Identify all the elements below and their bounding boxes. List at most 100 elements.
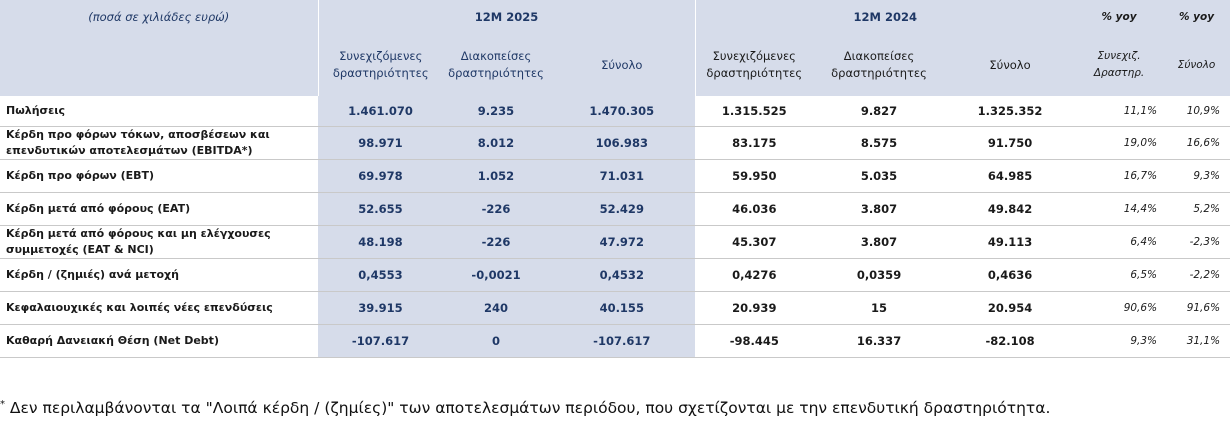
subheader-yoy-continuing: Συνεχιζ. Δραστηρ. (1075, 34, 1164, 96)
value-total-2024: 1.325.352 (945, 96, 1076, 127)
value-total-2025: -107.617 (549, 324, 696, 358)
value-total-2024: 0,4636 (945, 258, 1076, 292)
value-continuing-2025: 1.461.070 (318, 96, 443, 127)
value-continuing-2025: 48.198 (318, 225, 443, 259)
yoy-continuing: 11,1% (1075, 96, 1164, 127)
yoy-continuing: 9,3% (1075, 324, 1164, 358)
value-discontinued-2024: 15 (813, 291, 946, 325)
subheader-discontinued-2024: Διακοπείσες δραστηριότητες (813, 34, 946, 96)
footnote-text: Δεν περιλαμβάνονται τα "Λοιπά κέρδη / (ζ… (5, 399, 1051, 417)
yoy-continuing: 16,7% (1075, 159, 1164, 193)
yoy-continuing: 6,4% (1075, 225, 1164, 259)
yoy-total: -2,2% (1163, 258, 1230, 292)
value-discontinued-2024: 3.807 (813, 225, 946, 259)
period-2024-header: 12M 2024 (695, 0, 1076, 34)
yoy-total: 10,9% (1163, 96, 1230, 127)
yoy-total: 9,3% (1163, 159, 1230, 193)
value-continuing-2025: 69.978 (318, 159, 443, 193)
value-discontinued-2025: -226 (443, 192, 549, 226)
yoy-header-1: % yoy (1075, 0, 1164, 34)
value-continuing-2024: 1.315.525 (695, 96, 814, 127)
value-continuing-2025: 0,4553 (318, 258, 443, 292)
value-total-2025: 52.429 (549, 192, 696, 226)
yoy-header-2: % yoy (1163, 0, 1230, 34)
header-row-periods: (ποσά σε χιλιάδες ευρώ) 12M 2025 12M 202… (0, 0, 1230, 34)
table-row: Πωλήσεις 1.461.070 9.235 1.470.305 1.315… (0, 96, 1230, 127)
value-continuing-2025: 39.915 (318, 291, 443, 325)
row-label: Κέρδη μετά από φόρους (EAT) (0, 192, 318, 226)
footnote: * Δεν περιλαμβάνονται τα "Λοιπά κέρδη / … (0, 399, 1230, 417)
row-label: Κέρδη / (ζημιές) ανά μετοχή (0, 258, 318, 292)
table-row: Κεφαλαιουχικές και λοιπές νέες επενδύσει… (0, 291, 1230, 325)
value-total-2024: 64.985 (945, 159, 1076, 193)
value-continuing-2024: 0,4276 (695, 258, 814, 292)
yoy-total: -2,3% (1163, 225, 1230, 259)
value-discontinued-2024: 3.807 (813, 192, 946, 226)
value-total-2024: 91.750 (945, 126, 1076, 160)
value-continuing-2024: 46.036 (695, 192, 814, 226)
table-row: Κέρδη μετά από φόρους και μη ελέγχουσες … (0, 225, 1230, 259)
value-discontinued-2025: 9.235 (443, 96, 549, 127)
subheader-yoy-total: Σύνολο (1163, 34, 1230, 96)
value-continuing-2024: 45.307 (695, 225, 814, 259)
subheader-continuing-2024: Συνεχιζόμενες δραστηριότητες (695, 34, 814, 96)
value-discontinued-2025: 0 (443, 324, 549, 358)
table-row: Καθαρή Δανειακή Θέση (Net Debt) -107.617… (0, 324, 1230, 358)
value-total-2025: 71.031 (549, 159, 696, 193)
row-label: Κεφαλαιουχικές και λοιπές νέες επενδύσει… (0, 291, 318, 325)
subheader-total-2025: Σύνολο (549, 34, 696, 96)
value-total-2025: 40.155 (549, 291, 696, 325)
value-continuing-2024: -98.445 (695, 324, 814, 358)
yoy-continuing: 6,5% (1075, 258, 1164, 292)
value-continuing-2025: 52.655 (318, 192, 443, 226)
table-row: Κέρδη μετά από φόρους (EAT) 52.655 -226 … (0, 192, 1230, 226)
row-label: Πωλήσεις (0, 96, 318, 127)
row-label: Κέρδη προ φόρων (EBT) (0, 159, 318, 193)
value-total-2025: 1.470.305 (549, 96, 696, 127)
yoy-continuing: 14,4% (1075, 192, 1164, 226)
value-total-2025: 47.972 (549, 225, 696, 259)
row-label: Καθαρή Δανειακή Θέση (Net Debt) (0, 324, 318, 358)
label-column-header (0, 34, 319, 96)
value-discontinued-2025: -0,0021 (443, 258, 549, 292)
value-discontinued-2024: 5.035 (813, 159, 946, 193)
value-discontinued-2025: 240 (443, 291, 549, 325)
subheader-discontinued-2025: Διακοπείσες δραστηριότητες (443, 34, 549, 96)
value-continuing-2024: 20.939 (695, 291, 814, 325)
value-discontinued-2025: 8.012 (443, 126, 549, 160)
value-continuing-2025: 98.971 (318, 126, 443, 160)
value-discontinued-2025: 1.052 (443, 159, 549, 193)
table-row: Κέρδη προ φόρων τόκων, αποσβέσεων και επ… (0, 126, 1230, 160)
yoy-total: 91,6% (1163, 291, 1230, 325)
yoy-total: 16,6% (1163, 126, 1230, 160)
yoy-continuing: 90,6% (1075, 291, 1164, 325)
value-discontinued-2024: 9.827 (813, 96, 946, 127)
value-continuing-2024: 59.950 (695, 159, 814, 193)
value-total-2025: 0,4532 (549, 258, 696, 292)
header-row-subcolumns: Συνεχιζόμενες δραστηριότητες Διακοπείσες… (0, 34, 1230, 96)
value-discontinued-2024: 16.337 (813, 324, 946, 358)
value-total-2024: -82.108 (945, 324, 1076, 358)
subheader-continuing-2025: Συνεχιζόμενες δραστηριότητες (318, 34, 443, 96)
value-continuing-2024: 83.175 (695, 126, 814, 160)
value-continuing-2025: -107.617 (318, 324, 443, 358)
value-total-2024: 49.113 (945, 225, 1076, 259)
yoy-total: 5,2% (1163, 192, 1230, 226)
units-label: (ποσά σε χιλιάδες ευρώ) (0, 0, 319, 34)
value-total-2024: 49.842 (945, 192, 1076, 226)
table-row: Κέρδη / (ζημιές) ανά μετοχή 0,4553 -0,00… (0, 258, 1230, 292)
footnote-mark: * (0, 399, 5, 410)
period-2025-header: 12M 2025 (318, 0, 696, 34)
subheader-total-2024: Σύνολο (945, 34, 1076, 96)
financial-results-table: (ποσά σε χιλιάδες ευρώ) 12M 2025 12M 202… (0, 0, 1230, 358)
yoy-total: 31,1% (1163, 324, 1230, 358)
row-label: Κέρδη προ φόρων τόκων, αποσβέσεων και επ… (0, 126, 318, 160)
row-label: Κέρδη μετά από φόρους και μη ελέγχουσες … (0, 225, 318, 259)
value-total-2025: 106.983 (549, 126, 696, 160)
table-row: Κέρδη προ φόρων (EBT) 69.978 1.052 71.03… (0, 159, 1230, 193)
value-total-2024: 20.954 (945, 291, 1076, 325)
value-discontinued-2024: 0,0359 (813, 258, 946, 292)
value-discontinued-2024: 8.575 (813, 126, 946, 160)
value-discontinued-2025: -226 (443, 225, 549, 259)
yoy-continuing: 19,0% (1075, 126, 1164, 160)
